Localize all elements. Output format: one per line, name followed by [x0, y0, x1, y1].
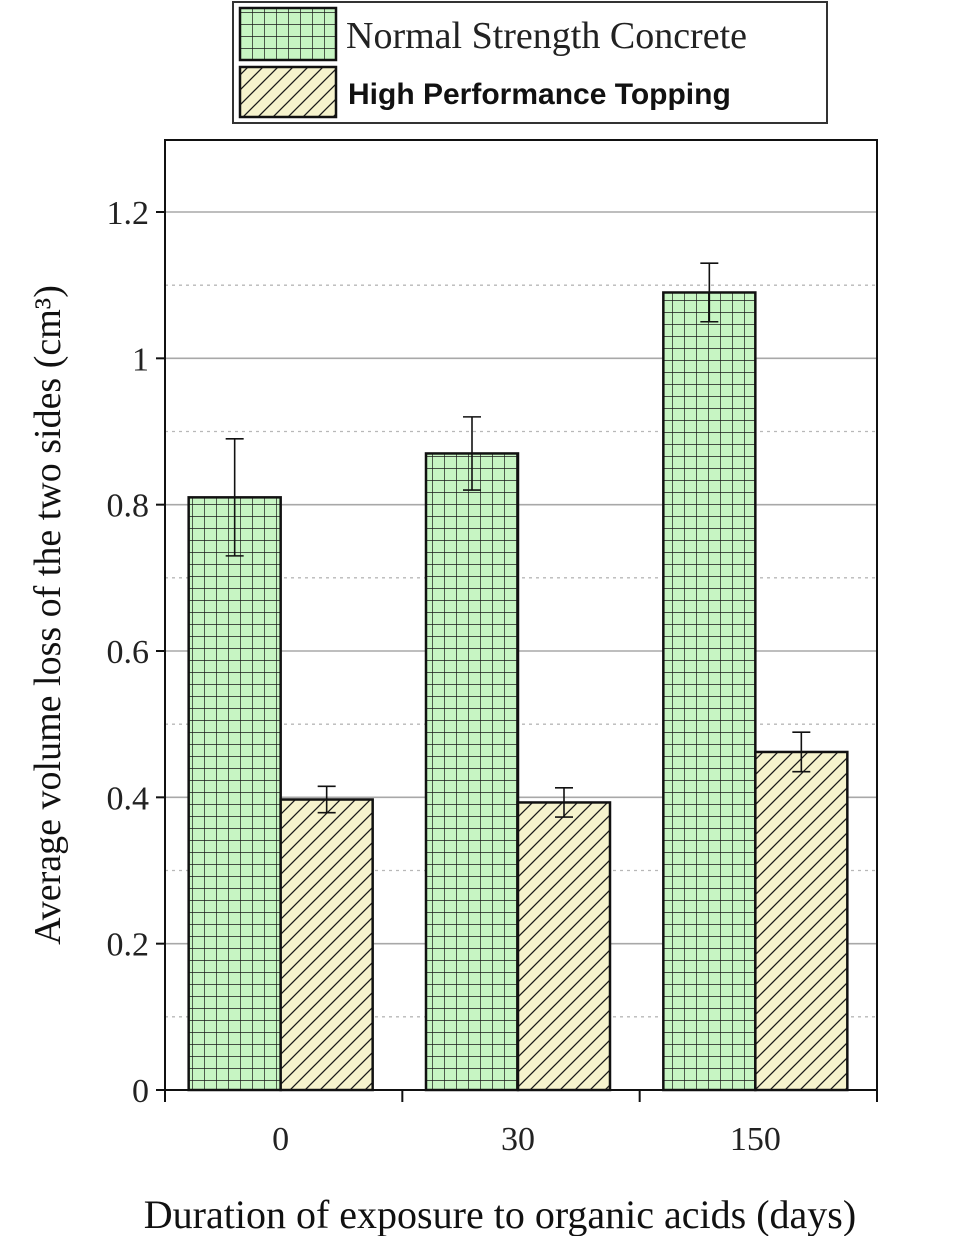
x-tick-label: 150	[730, 1121, 781, 1158]
y-tick-label: 0.6	[107, 634, 150, 671]
y-tick-label: 1.2	[107, 195, 150, 232]
legend-swatch-normal-strength-concrete	[238, 6, 338, 62]
y-tick-label: 0.2	[107, 927, 150, 964]
bar-normal-strength-concrete-0	[187, 496, 282, 1092]
y-tick-label: 0	[132, 1073, 149, 1110]
legend: Normal Strength Concrete High Performanc…	[232, 1, 828, 124]
bar-high-performance-topping-30	[516, 801, 612, 1092]
y-axis-title: Average volume loss of the two sides (cm…	[27, 285, 69, 945]
y-tick-label: 0.8	[107, 488, 150, 525]
bar-normal-strength-concrete-30	[424, 452, 520, 1092]
x-tick-label: 30	[501, 1121, 535, 1158]
legend-swatch-high-performance-topping	[238, 65, 338, 119]
legend-label-high-performance-topping: High Performance Topping	[348, 78, 731, 111]
legend-label-normal-strength-concrete: Normal Strength Concrete	[346, 15, 747, 57]
y-axis: 0 0.2 0.4 0.6 0.8 1 1.2	[107, 195, 165, 1110]
bar-high-performance-topping-0	[279, 798, 374, 1092]
x-axis-title: Duration of exposure to organic acids (d…	[144, 1192, 856, 1236]
bar-high-performance-topping-150	[754, 750, 849, 1092]
y-tick-label: 0.4	[107, 780, 150, 817]
bars	[187, 262, 849, 1092]
x-tick-label: 0	[272, 1121, 289, 1158]
plot-frame	[164, 139, 878, 1091]
y-tick-label: 1	[132, 341, 149, 378]
x-axis: 0 30 150	[164, 1090, 878, 1158]
bar-normal-strength-concrete-150	[662, 291, 757, 1092]
